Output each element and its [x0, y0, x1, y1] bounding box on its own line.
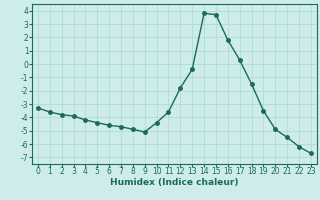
X-axis label: Humidex (Indice chaleur): Humidex (Indice chaleur)	[110, 178, 239, 187]
